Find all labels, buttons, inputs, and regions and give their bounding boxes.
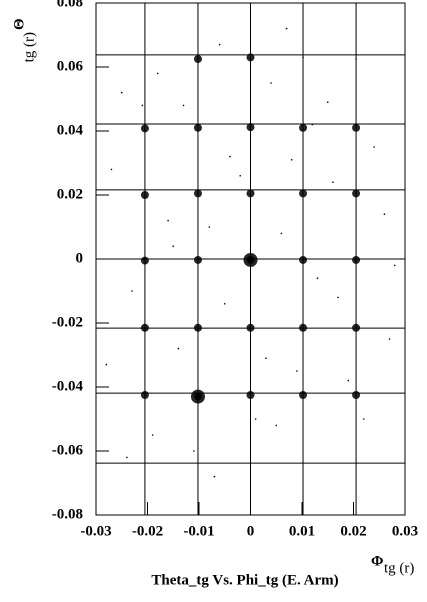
x-tick-label: 0.01 <box>289 523 315 539</box>
point <box>299 189 308 198</box>
point <box>131 290 133 292</box>
x-axis-label: Φ <box>371 553 383 569</box>
point <box>332 181 334 183</box>
point <box>311 123 314 126</box>
point <box>193 255 202 264</box>
point <box>270 82 272 84</box>
point <box>352 255 361 264</box>
point <box>229 155 231 158</box>
point <box>355 58 357 60</box>
point <box>280 232 283 235</box>
point <box>105 363 108 366</box>
point <box>190 389 205 404</box>
x-tick-label: -0.03 <box>80 523 111 539</box>
point <box>141 104 144 107</box>
point <box>393 264 396 267</box>
point <box>299 123 308 132</box>
y-tick-label: -0.08 <box>52 506 83 522</box>
y-tick-label: 0.06 <box>57 58 84 74</box>
point <box>326 101 329 103</box>
point <box>223 303 226 305</box>
point <box>167 219 169 222</box>
point <box>246 189 255 198</box>
point <box>140 323 149 332</box>
point <box>218 43 221 46</box>
x-tick-label: -0.01 <box>183 523 214 539</box>
point <box>347 379 350 382</box>
point <box>246 323 255 332</box>
point <box>193 450 195 452</box>
point <box>352 123 361 132</box>
point <box>296 370 298 372</box>
y-tick-label: -0.04 <box>52 378 84 394</box>
point <box>126 456 128 459</box>
point <box>290 159 293 161</box>
chart-title: Theta_tg Vs. Phi_tg (E. Arm) <box>151 572 338 588</box>
point <box>239 175 241 177</box>
point <box>352 323 361 332</box>
y-axis-label-sub: tg (r) <box>21 32 37 62</box>
y-tick-label: -0.06 <box>52 442 84 458</box>
point <box>120 91 123 94</box>
point <box>140 124 149 133</box>
point <box>151 434 154 436</box>
point <box>140 256 149 265</box>
point <box>182 104 185 107</box>
point <box>172 245 175 247</box>
point <box>157 72 159 75</box>
point <box>208 226 211 228</box>
y-tick-label: 0 <box>76 250 84 266</box>
point <box>193 323 202 332</box>
point <box>302 56 304 59</box>
point <box>246 53 255 62</box>
point <box>193 123 202 132</box>
point <box>275 424 278 427</box>
x-tick-label: 0.02 <box>340 523 366 539</box>
y-tick-label: 0.02 <box>57 186 83 202</box>
y-tick-label: 0.08 <box>57 0 83 10</box>
point <box>299 323 308 332</box>
point <box>388 338 391 340</box>
point <box>352 391 361 399</box>
point <box>265 357 267 360</box>
y-tick-label: 0.04 <box>57 122 84 138</box>
point <box>193 55 202 63</box>
x-tick-label: -0.02 <box>132 523 163 539</box>
point <box>140 191 149 199</box>
x-tick-label: 0 <box>247 523 255 539</box>
x-axis-label-sub: tg (r) <box>384 560 414 576</box>
y-axis-label: Θ <box>11 18 27 30</box>
point <box>383 213 386 215</box>
point <box>373 146 375 148</box>
point <box>352 189 361 198</box>
point <box>177 347 180 350</box>
y-tick-label: -0.02 <box>52 314 83 330</box>
y-axis-label-group: Θ tg (r) <box>11 18 37 62</box>
point <box>285 27 288 30</box>
point <box>243 252 258 267</box>
point <box>337 296 339 299</box>
point <box>246 123 255 132</box>
point <box>299 255 308 264</box>
point <box>299 391 308 399</box>
point <box>316 277 319 280</box>
point <box>246 391 255 399</box>
point <box>110 168 113 171</box>
x-tick-label: 0.03 <box>392 523 418 539</box>
point <box>140 391 149 399</box>
point <box>213 475 216 478</box>
point <box>363 418 365 420</box>
point <box>193 189 202 198</box>
point <box>254 418 257 420</box>
